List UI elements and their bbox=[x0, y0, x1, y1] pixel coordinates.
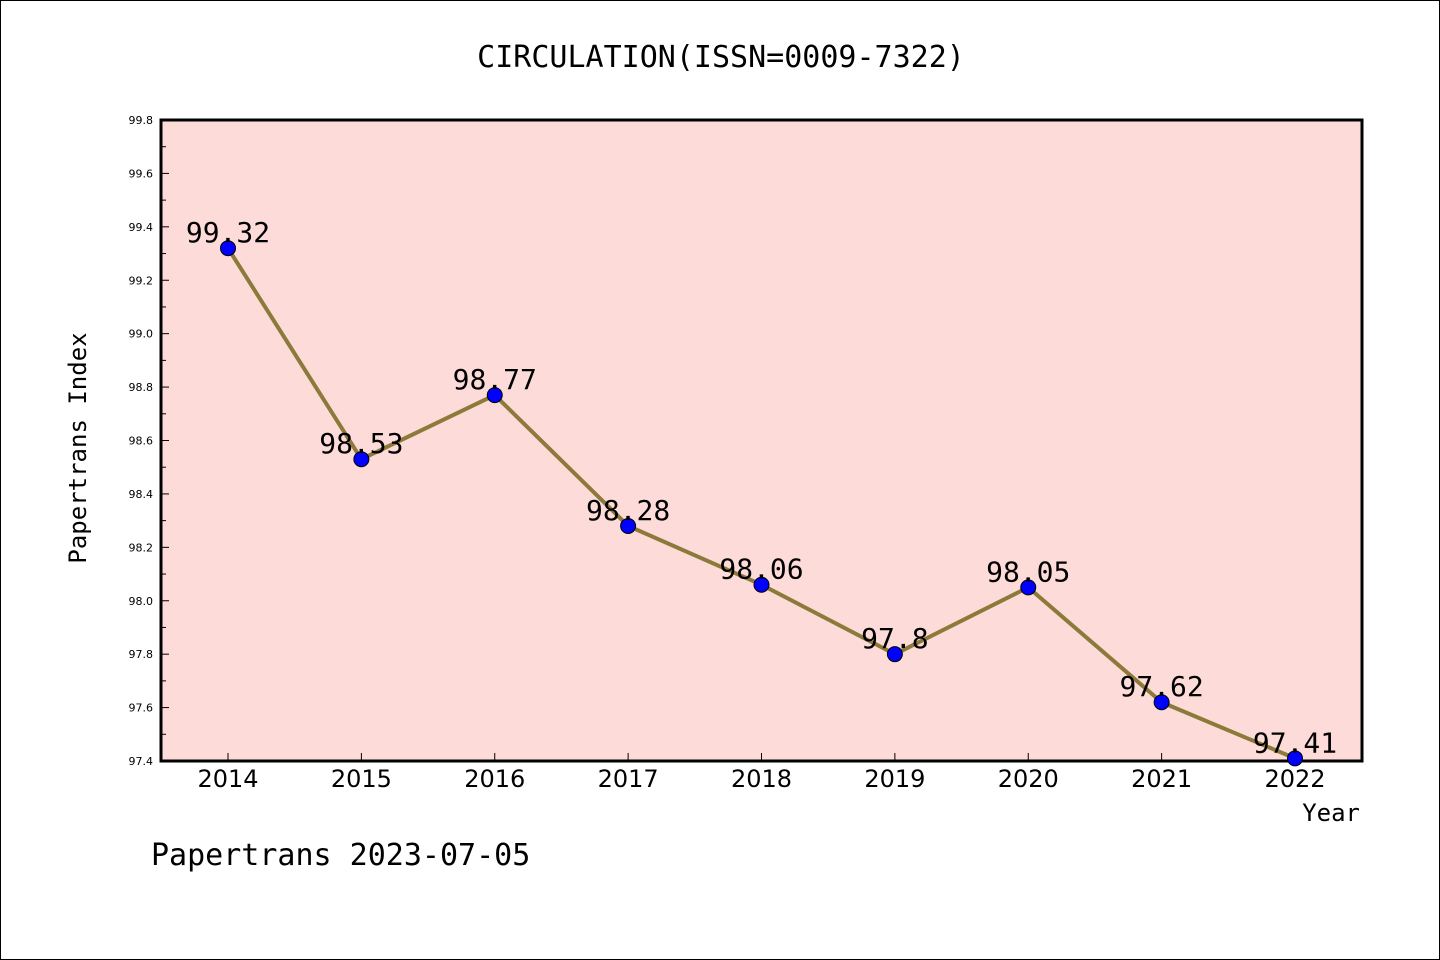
x-tick-label: 2014 bbox=[197, 765, 258, 793]
data-point bbox=[620, 517, 637, 534]
series-group: 99.32 98.53 98.77 98.28 98.06 97.8 98.05 97.62 9… bbox=[186, 216, 1337, 767]
y-tick-label: 99.0 bbox=[129, 328, 154, 341]
data-label: 97.41 bbox=[1253, 726, 1337, 759]
x-tick-label: 2017 bbox=[598, 765, 659, 793]
data-label: 98.05 bbox=[986, 555, 1070, 588]
data-label: 98.28 bbox=[586, 494, 670, 527]
y-tick-label: 98.6 bbox=[129, 435, 154, 448]
data-label: 98.77 bbox=[453, 363, 537, 396]
data-label: 98.53 bbox=[319, 427, 403, 460]
x-tick-label: 2016 bbox=[464, 765, 525, 793]
data-point bbox=[1287, 750, 1303, 767]
y-tick-label: 97.6 bbox=[129, 702, 154, 715]
y-tick-label: 98.2 bbox=[129, 541, 154, 554]
data-point bbox=[1153, 694, 1170, 711]
plot-area bbox=[159, 118, 1364, 763]
y-tick-label: 97.4 bbox=[129, 755, 154, 768]
y-tick-label: 97.8 bbox=[129, 648, 154, 661]
data-label: 99.32 bbox=[186, 216, 270, 249]
chart-title: CIRCULATION(ISSN=0009-7322) bbox=[477, 40, 965, 75]
x-axis-label: Year bbox=[1302, 799, 1360, 827]
data-point bbox=[886, 646, 903, 663]
footer-text: Papertrans 2023-07-05 bbox=[151, 838, 530, 873]
y-tick-label: 98.8 bbox=[129, 381, 154, 394]
x-tick-label: 2019 bbox=[864, 765, 925, 793]
y-tick-label: 98.0 bbox=[129, 595, 154, 608]
y-tick-label: 99.4 bbox=[129, 221, 154, 234]
data-point bbox=[353, 451, 370, 468]
y-axis-label: Papertrans Index bbox=[64, 332, 92, 563]
data-point bbox=[1020, 579, 1037, 596]
y-tick-label: 99.8 bbox=[129, 114, 154, 127]
data-point bbox=[753, 576, 770, 593]
data-label: 97.62 bbox=[1119, 670, 1203, 703]
x-tick-label: 2021 bbox=[1131, 765, 1192, 793]
x-tick-label: 2018 bbox=[731, 765, 792, 793]
data-point bbox=[486, 387, 503, 404]
y-tick-label: 99.2 bbox=[129, 274, 154, 287]
x-axis: 2014 2015 2016 2017 2018 2019 2020 2021 2022 bbox=[197, 753, 1326, 793]
data-label: 98.06 bbox=[719, 553, 803, 586]
y-tick-label: 99.6 bbox=[129, 167, 154, 180]
data-point bbox=[220, 240, 236, 257]
x-tick-label: 2015 bbox=[331, 765, 392, 793]
x-tick-label: 2020 bbox=[998, 765, 1059, 793]
data-label: 97.8 bbox=[861, 622, 928, 655]
x-tick-label: 2022 bbox=[1264, 765, 1325, 793]
y-axis: 97.4 97.6 97.8 98.0 98.2 98.4 98.6 98.8 99.0 99.2… bbox=[129, 114, 169, 768]
y-tick-label: 98.4 bbox=[129, 488, 154, 501]
